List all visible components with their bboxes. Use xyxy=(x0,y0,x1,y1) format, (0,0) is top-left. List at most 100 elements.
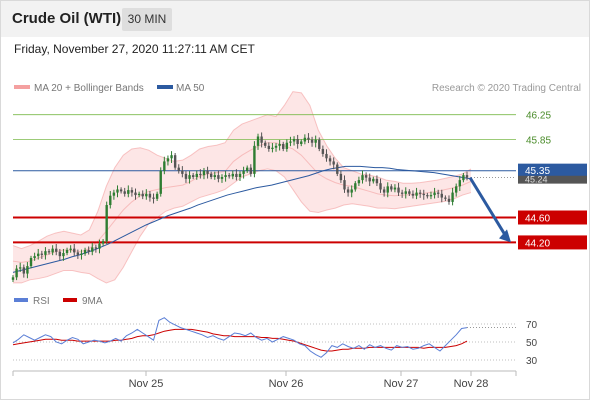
candle xyxy=(217,170,220,183)
x-tick-label: Nov 27 xyxy=(384,378,419,390)
bollinger-fill xyxy=(13,91,471,283)
candle xyxy=(436,189,440,198)
candle xyxy=(130,187,134,197)
candle xyxy=(220,174,224,183)
bollinger-lower-line xyxy=(13,168,472,284)
x-axis-ticks: Nov 25 Nov 26 Nov 27 Nov 28 xyxy=(12,371,517,390)
candle xyxy=(465,171,469,181)
candle xyxy=(127,185,130,198)
price-levels xyxy=(13,114,516,244)
candle xyxy=(300,139,303,147)
candle xyxy=(181,166,184,178)
candle xyxy=(372,176,375,184)
candle xyxy=(137,191,141,198)
candle xyxy=(227,172,231,179)
candle xyxy=(69,245,72,253)
candle xyxy=(292,136,296,146)
candle xyxy=(350,185,353,198)
candle xyxy=(116,185,119,198)
rsi-tick-label: 30 xyxy=(526,356,538,367)
pivot-label-top: 45.35 xyxy=(525,166,550,177)
candle xyxy=(433,187,436,199)
bollinger-mid-line xyxy=(12,142,472,263)
candle xyxy=(382,186,386,197)
candle xyxy=(209,171,213,180)
rsi-ma-legend-swatch xyxy=(63,298,77,302)
rsi-legend-swatch xyxy=(14,298,28,302)
candle xyxy=(65,247,69,256)
candle xyxy=(152,193,155,204)
candle xyxy=(159,167,162,197)
candle xyxy=(285,139,289,152)
candle xyxy=(422,189,425,200)
candle xyxy=(191,172,195,180)
candle xyxy=(400,189,404,198)
candle xyxy=(253,141,256,178)
candle xyxy=(310,136,314,147)
candle xyxy=(206,166,209,179)
candle xyxy=(447,195,451,205)
candle xyxy=(368,173,371,187)
candle xyxy=(462,172,465,183)
candle xyxy=(314,135,317,148)
candle xyxy=(15,265,18,281)
candle xyxy=(361,170,364,184)
timeframe-badge[interactable]: 30 MIN xyxy=(122,8,172,31)
candle xyxy=(163,156,166,175)
candle xyxy=(235,169,238,181)
candle xyxy=(343,175,346,193)
bollinger-legend-swatch xyxy=(14,85,30,89)
candle xyxy=(199,169,202,179)
candle xyxy=(332,157,335,170)
chart-datetime: Friday, November 27, 2020 11:27:11 AM CE… xyxy=(14,42,255,56)
research-credit: Research © 2020 Trading Central xyxy=(432,83,581,94)
candle xyxy=(444,195,447,201)
candle xyxy=(119,187,123,194)
support-label: 44.20 xyxy=(525,238,550,249)
candle xyxy=(224,171,227,182)
support-label: 44.60 xyxy=(525,214,550,225)
candle xyxy=(80,249,83,260)
candle xyxy=(141,190,144,200)
bollinger-bands xyxy=(12,91,472,284)
candle xyxy=(62,248,65,261)
candle xyxy=(33,252,36,261)
last-price-label: 45.24 xyxy=(525,175,548,185)
candle xyxy=(202,167,206,180)
candle xyxy=(177,164,180,174)
rsi-panel: 70 50 30 xyxy=(12,317,538,367)
candle xyxy=(105,201,108,244)
instrument-title: Crude Oil (WTI) xyxy=(12,10,122,27)
candle xyxy=(357,176,361,187)
candle xyxy=(242,166,245,179)
x-tick-label: Nov 28 xyxy=(454,378,489,390)
candle xyxy=(170,151,173,163)
candle xyxy=(375,175,379,187)
candle xyxy=(76,249,80,259)
candle xyxy=(274,143,278,152)
candle xyxy=(123,187,126,197)
forecast-arrow-shaft xyxy=(468,176,508,238)
candle xyxy=(397,182,400,197)
candle xyxy=(29,255,33,269)
candle xyxy=(112,189,116,200)
candle xyxy=(55,243,58,256)
candle xyxy=(364,172,368,182)
candle xyxy=(411,190,415,199)
candle xyxy=(386,182,389,198)
candle xyxy=(408,189,411,197)
candle xyxy=(98,239,101,254)
candle xyxy=(213,171,216,180)
candle xyxy=(454,183,458,197)
candle xyxy=(184,171,188,183)
chart-header: Crude Oil (WTI) 30 MIN xyxy=(1,1,589,37)
candle xyxy=(166,155,170,166)
candle xyxy=(134,188,137,200)
rsi-ma-line xyxy=(12,328,468,352)
candle xyxy=(429,191,433,200)
candle xyxy=(328,155,332,166)
candle xyxy=(296,134,299,149)
